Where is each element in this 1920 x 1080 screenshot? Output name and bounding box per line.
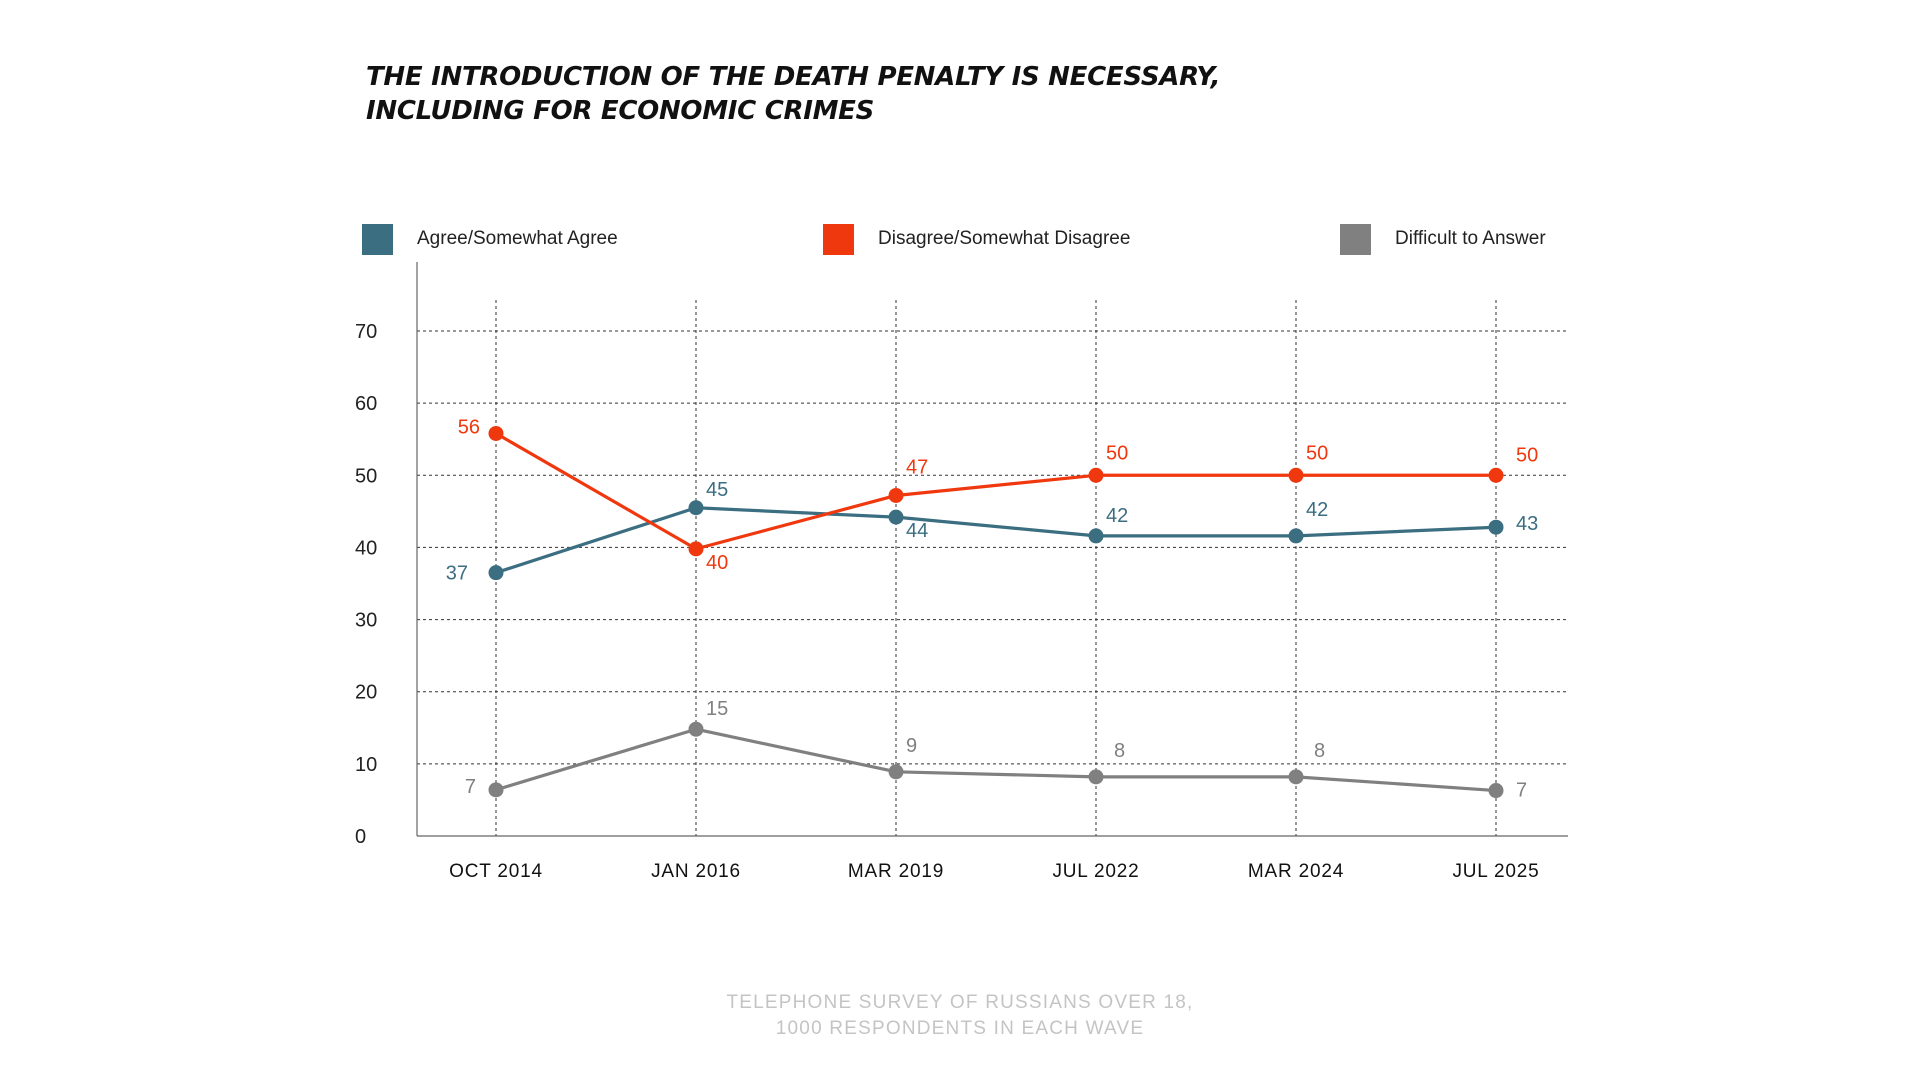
data-label-difficult-3: 8 xyxy=(1114,740,1125,762)
data-label-agree-5: 43 xyxy=(1516,513,1538,535)
y-tick-label-30: 30 xyxy=(355,610,377,632)
footer-note-line-1: TELEPHONE SURVEY OF RUSSIANS OVER 18, xyxy=(726,992,1194,1013)
y-tick-label-10: 10 xyxy=(355,754,377,776)
series-line-agree xyxy=(495,506,1497,575)
data-point-disagree-3 xyxy=(1088,467,1104,483)
legend-item-difficult: Difficult to Answer xyxy=(1340,223,1546,255)
data-label-difficult-1: 15 xyxy=(706,698,728,720)
data-label-agree-4: 42 xyxy=(1306,499,1328,521)
y-tick-label-40: 40 xyxy=(355,537,377,559)
y-tick-label-0: 0 xyxy=(355,826,366,848)
data-point-difficult-4 xyxy=(1288,769,1304,785)
chart-title: THE INTRODUCTION OF THE DEATH PENALTY IS… xyxy=(366,60,1221,128)
x-tick-label-4: MAR 2024 xyxy=(1248,861,1344,882)
data-point-agree-2 xyxy=(888,509,904,525)
data-label-disagree-4: 50 xyxy=(1306,442,1328,464)
data-point-difficult-2 xyxy=(888,764,904,780)
legend-swatch-disagree xyxy=(823,223,854,255)
chart-title-line-2: INCLUDING FOR ECONOMIC CRIMES xyxy=(366,96,875,126)
y-tick-label-60: 60 xyxy=(355,393,377,415)
y-tick-label-50: 50 xyxy=(355,465,377,487)
legend-item-agree: Agree/Somewhat Agree xyxy=(362,223,618,255)
legend-swatch-difficult xyxy=(1340,223,1371,255)
data-label-difficult-2: 9 xyxy=(906,735,917,757)
x-tick-label-2: MAR 2019 xyxy=(848,861,944,882)
data-point-disagree-0 xyxy=(488,425,504,441)
series-line-disagree xyxy=(495,432,1496,551)
data-label-difficult-0: 7 xyxy=(465,776,476,798)
legend-label-disagree: Disagree/Somewhat Disagree xyxy=(878,228,1131,249)
data-label-disagree-2: 47 xyxy=(906,456,928,478)
series-line-difficult xyxy=(495,727,1497,793)
data-point-difficult-3 xyxy=(1088,769,1104,785)
data-label-agree-3: 42 xyxy=(1106,505,1128,527)
x-tick-label-0: OCT 2014 xyxy=(449,861,543,882)
legend-item-disagree: Disagree/Somewhat Disagree xyxy=(823,223,1130,255)
data-point-difficult-1 xyxy=(688,721,704,737)
data-label-disagree-0: 56 xyxy=(458,416,480,438)
y-tick-label-70: 70 xyxy=(355,321,377,343)
data-point-disagree-2 xyxy=(888,487,904,503)
data-label-agree-1: 45 xyxy=(706,479,728,501)
data-label-difficult-5: 7 xyxy=(1516,780,1527,802)
legend-swatch-agree xyxy=(362,223,393,255)
x-tick-label-1: JAN 2016 xyxy=(651,861,741,882)
data-point-agree-5 xyxy=(1488,519,1504,535)
chart-title-line-1: THE INTRODUCTION OF THE DEATH PENALTY IS… xyxy=(366,62,1221,92)
legend-label-difficult: Difficult to Answer xyxy=(1395,228,1546,249)
data-label-agree-2: 44 xyxy=(906,520,928,542)
footer-note: TELEPHONE SURVEY OF RUSSIANS OVER 18, 10… xyxy=(0,990,1920,1042)
data-point-difficult-5 xyxy=(1488,783,1504,799)
data-point-disagree-4 xyxy=(1288,467,1304,483)
data-point-disagree-5 xyxy=(1488,467,1504,483)
footer-note-line-2: 1000 RESPONDENTS IN EACH WAVE xyxy=(775,1018,1145,1039)
x-tick-label-5: JUL 2025 xyxy=(1452,861,1539,882)
data-point-disagree-1 xyxy=(688,541,704,557)
data-label-difficult-4: 8 xyxy=(1314,740,1325,762)
data-point-difficult-0 xyxy=(488,782,504,798)
legend-label-agree: Agree/Somewhat Agree xyxy=(417,228,618,249)
data-label-disagree-5: 50 xyxy=(1516,444,1538,466)
data-label-disagree-1: 40 xyxy=(706,552,728,574)
data-point-agree-1 xyxy=(688,500,704,516)
x-tick-label-3: JUL 2022 xyxy=(1052,861,1139,882)
data-label-disagree-3: 50 xyxy=(1106,442,1128,464)
data-point-agree-4 xyxy=(1288,528,1304,544)
data-point-agree-0 xyxy=(488,565,504,581)
data-label-agree-0: 37 xyxy=(446,563,468,585)
y-tick-label-20: 20 xyxy=(355,682,377,704)
data-point-agree-3 xyxy=(1088,528,1104,544)
